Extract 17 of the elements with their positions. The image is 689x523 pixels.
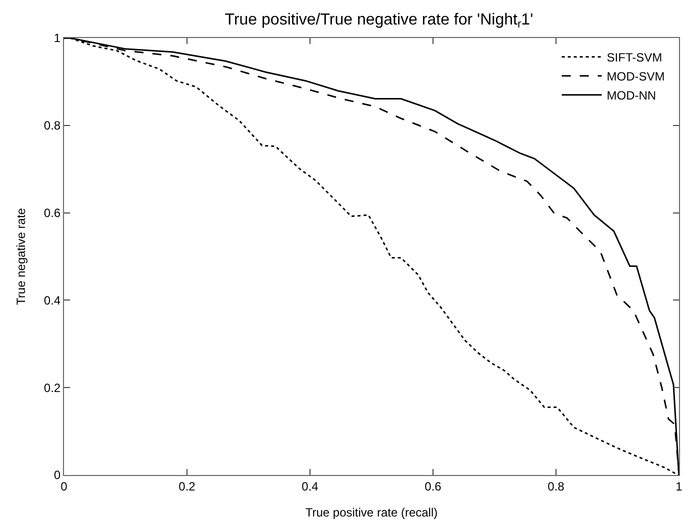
x-tick-label: 0.8 (548, 479, 565, 494)
y-tick-label: 0 (54, 468, 61, 482)
chart-title: True positive/True negative rate for 'Night$_{r}$1' (224, 11, 534, 31)
y-tick-label: 0.2 (44, 380, 61, 395)
x-tick-label: 0.4 (302, 479, 319, 494)
y-tick-label: 0.6 (44, 206, 61, 220)
legend-label: SIFT-SVM (606, 50, 662, 65)
x-axis-title: True positive rate (recall) (305, 505, 438, 520)
legend-label: MOD-SVM (606, 70, 665, 84)
y-tick-label: 0.4 (44, 293, 61, 308)
y-tick-label: 0.8 (44, 118, 61, 133)
y-axis-title: True negative rate (14, 208, 28, 305)
x-tick-label: 0.2 (178, 479, 196, 494)
x-tick-label: 0.6 (424, 479, 442, 494)
y-tick-label: 1 (54, 31, 61, 46)
legend-label: MOD-NN (606, 88, 656, 103)
x-tick-label: 1 (676, 479, 683, 494)
